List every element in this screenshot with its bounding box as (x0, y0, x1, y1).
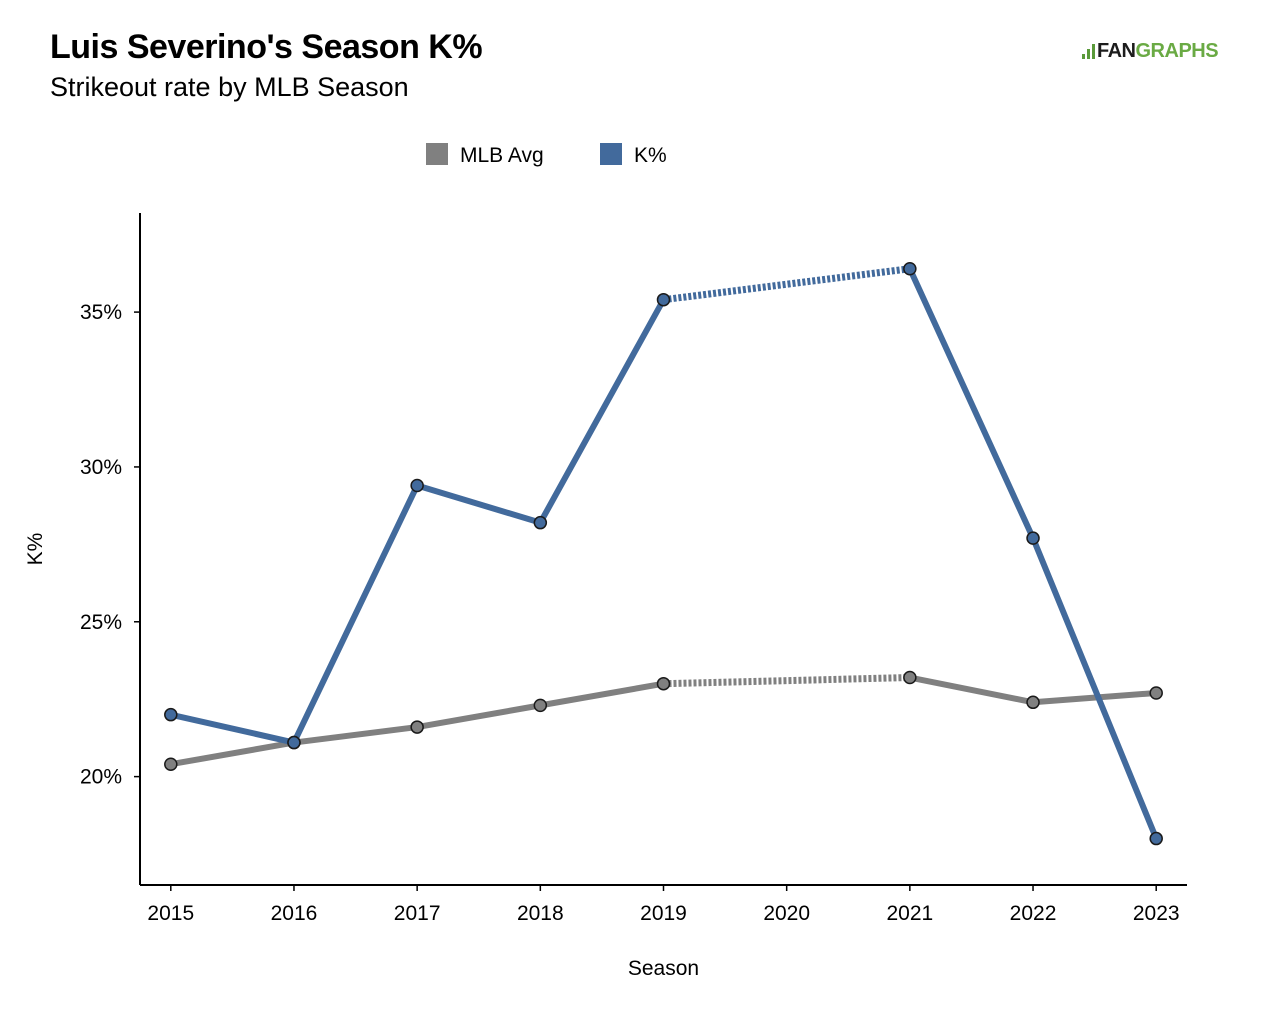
x-axis-title: Season (628, 957, 699, 980)
x-tick-label: 2022 (1010, 902, 1057, 925)
data-point (164, 707, 178, 722)
axes: 20% 25% 30% 35% 2015 2016 2017 2018 2019 2020 2021… (24, 213, 1187, 980)
series-line-segment (167, 739, 297, 768)
data-point (533, 698, 548, 713)
fangraphs-logo: FANGRAPHS (1082, 40, 1219, 63)
legend-swatch (426, 143, 448, 165)
y-tick-label: 20% (80, 766, 122, 789)
legend-label: MLB Avg (460, 144, 544, 167)
y-axis-title: K% (24, 533, 47, 566)
series-line-segment (414, 702, 544, 731)
x-tick-label: 2021 (886, 902, 933, 925)
data-point (164, 757, 178, 771)
x-tick-label: 2023 (1133, 902, 1180, 925)
data-point (656, 676, 671, 691)
data-point (1149, 831, 1163, 846)
x-tick-label: 2019 (640, 902, 687, 925)
data-point (656, 292, 671, 307)
data-point (287, 735, 301, 750)
y-tick-label: 35% (80, 301, 122, 324)
logo-text-graphs: GRAPHS (1135, 40, 1219, 62)
series-line-segment (1030, 690, 1160, 706)
x-tick-label: 2020 (763, 902, 810, 925)
data-point (410, 720, 424, 734)
series-lines (167, 265, 1160, 842)
series-line-segment (290, 724, 421, 746)
series-points (164, 261, 1163, 846)
data-point (903, 670, 917, 685)
fangraphs-logo-icon (1082, 44, 1095, 59)
data-point (1149, 686, 1163, 700)
x-tick-label: 2015 (147, 902, 194, 925)
x-tick-label: 2016 (271, 902, 318, 925)
series-line-segment (906, 674, 1037, 706)
chart-title: Luis Severino's Season K% (50, 28, 483, 66)
data-point (903, 261, 917, 276)
legend-label: K% (634, 144, 667, 167)
series-line-segment (290, 482, 421, 746)
data-point (1026, 531, 1040, 545)
series-line-segment (906, 265, 1037, 542)
y-tick-label: 30% (80, 456, 122, 479)
x-tick-label: 2017 (394, 902, 441, 925)
logo-text-fan: FAN (1097, 40, 1136, 62)
series-line-segment (537, 680, 667, 709)
x-tick-label: 2018 (517, 902, 564, 925)
legend: MLB Avg K% (426, 143, 667, 167)
data-point (1026, 695, 1040, 710)
data-point (410, 478, 424, 493)
series-line-segment (167, 711, 297, 746)
series-line-segment (1030, 535, 1160, 842)
series-gap-segment (663, 265, 911, 304)
series-line-segment (537, 296, 667, 526)
series-line-segment (414, 482, 544, 526)
legend-swatch (600, 143, 622, 165)
chart-subtitle: Strikeout rate by MLB Season (50, 72, 409, 102)
y-tick-label: 25% (80, 611, 122, 634)
series-gap-segment (663, 674, 910, 688)
data-point (533, 515, 548, 530)
